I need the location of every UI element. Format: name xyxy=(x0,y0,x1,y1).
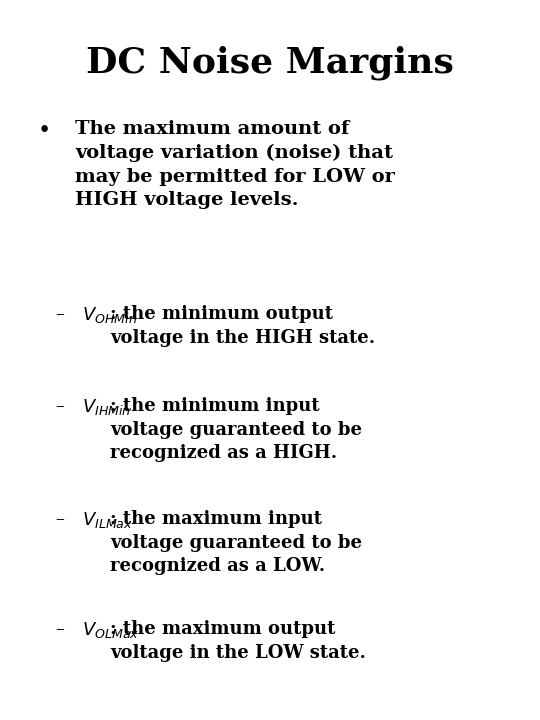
Text: –: – xyxy=(55,510,64,528)
Text: : the maximum input
voltage guaranteed to be
recognized as a LOW.: : the maximum input voltage guaranteed t… xyxy=(110,510,362,575)
Text: –: – xyxy=(55,305,64,323)
Text: : the minimum input
voltage guaranteed to be
recognized as a HIGH.: : the minimum input voltage guaranteed t… xyxy=(110,397,362,462)
Text: –: – xyxy=(55,397,64,415)
Text: $V_{ILMax}$: $V_{ILMax}$ xyxy=(82,510,133,530)
Text: DC Noise Margins: DC Noise Margins xyxy=(86,45,454,79)
Text: $V_{OHMin}$: $V_{OHMin}$ xyxy=(82,305,137,325)
Text: : the minimum output
voltage in the HIGH state.: : the minimum output voltage in the HIGH… xyxy=(110,305,375,346)
Text: $V_{IHMin}$: $V_{IHMin}$ xyxy=(82,397,131,417)
Text: •: • xyxy=(38,120,51,142)
Text: –: – xyxy=(55,620,64,638)
Text: $V_{OLMax}$: $V_{OLMax}$ xyxy=(82,620,139,640)
Text: : the maximum output
voltage in the LOW state.: : the maximum output voltage in the LOW … xyxy=(110,620,366,662)
Text: The maximum amount of
voltage variation (noise) that
may be permitted for LOW or: The maximum amount of voltage variation … xyxy=(75,120,395,209)
